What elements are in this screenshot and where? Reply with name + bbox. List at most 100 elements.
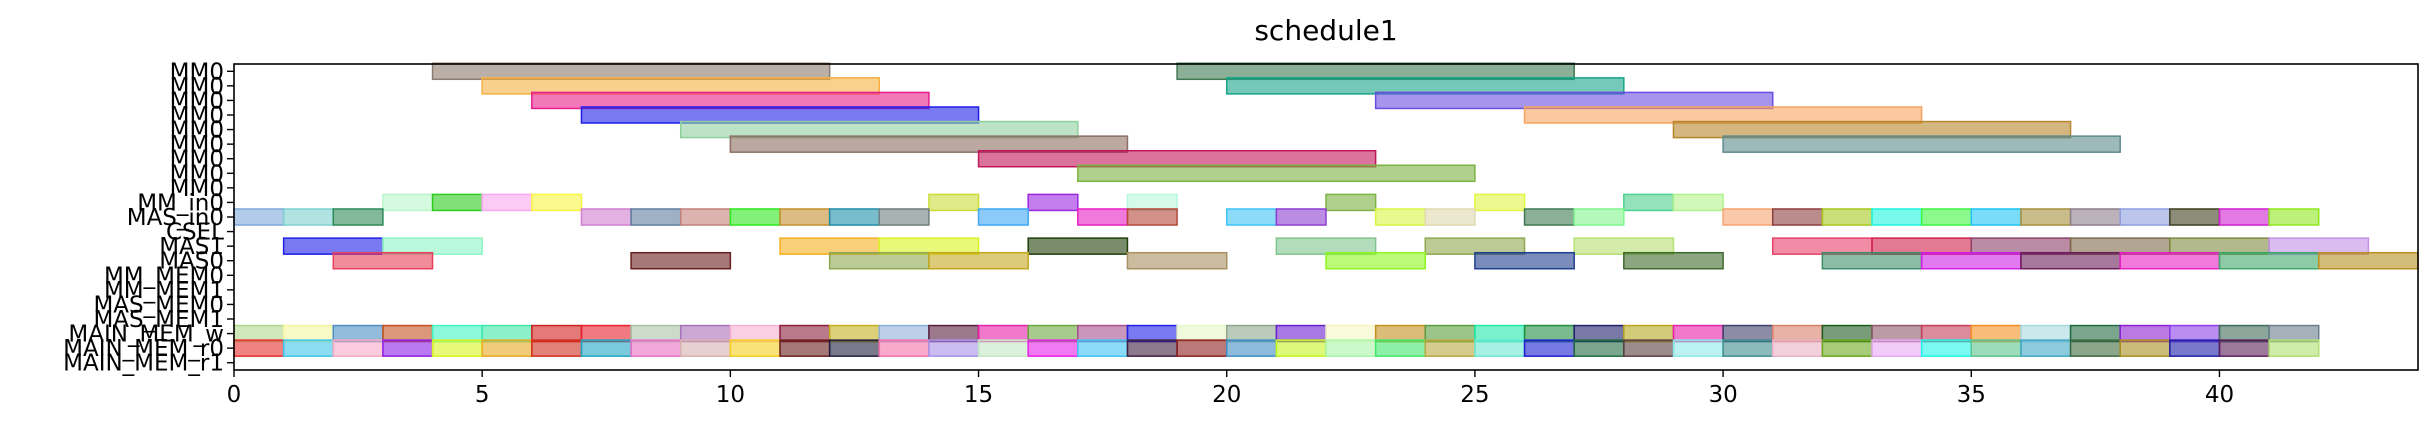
gantt-bar-87: [333, 326, 383, 342]
gantt-bar-109: [1425, 326, 1475, 342]
gantt-bar-3: [482, 78, 879, 94]
gantt-bar-140: [879, 340, 929, 356]
gantt-bar-75: [1127, 253, 1226, 269]
gantt-bar-111: [1525, 326, 1575, 342]
gantt-bar-43: [1525, 209, 1575, 225]
gantt-bar-107: [1326, 326, 1376, 342]
y-tick-label: MAIN_MEM_r1: [63, 351, 224, 377]
gantt-bar-32: [730, 209, 780, 225]
gantt-bar-86: [284, 326, 334, 342]
gantt-bar-30: [631, 209, 681, 225]
gantt-bar-159: [1822, 340, 1872, 356]
gantt-bar-165: [2120, 340, 2170, 356]
gantt-bar-71: [333, 253, 432, 269]
gantt-bar-103: [1127, 326, 1177, 342]
gantt-bar-100: [979, 326, 1029, 342]
gantt-bar-64: [1574, 238, 1673, 254]
gantt-bar-48: [1872, 209, 1922, 225]
gantt-bar-67: [1971, 238, 2070, 254]
gantt-bar-56: [2269, 209, 2319, 225]
gantt-bar-105: [1227, 326, 1277, 342]
x-tick-label: 0: [227, 382, 242, 408]
gantt-bar-148: [1276, 340, 1326, 356]
gantt-bar-146: [1177, 340, 1227, 356]
gantt-bar-112: [1574, 326, 1624, 342]
gantt-bar-69: [2170, 238, 2269, 254]
gantt-bar-68: [2071, 238, 2170, 254]
gantt-bar-143: [1028, 340, 1078, 356]
gantt-bar-83: [2219, 253, 2318, 269]
gantt-bar-18: [532, 194, 582, 210]
gantt-bar-138: [780, 340, 830, 356]
gantt-bar-80: [1922, 253, 2021, 269]
gantt-bar-150: [1376, 340, 1426, 356]
gantt-bar-85: [234, 326, 284, 342]
gantt-bar-13: [979, 151, 1376, 167]
gantt-bar-8: [1525, 107, 1922, 123]
gantt-bar-162: [1971, 340, 2021, 356]
gantt-bar-88: [383, 326, 433, 342]
gantt-bar-93: [631, 326, 681, 342]
gantt-bar-34: [830, 209, 880, 225]
gantt-bar-77: [1475, 253, 1574, 269]
gantt-bar-79: [1822, 253, 1921, 269]
gantt-bar-157: [1723, 340, 1773, 356]
x-axis-ticks: 0 5 10 15 20 25 30 35 40: [227, 370, 2234, 408]
gantt-bar-117: [1822, 326, 1872, 342]
gantt-bar-114: [1673, 326, 1723, 342]
gantt-bar-78: [1624, 253, 1723, 269]
gantt-bar-35: [879, 209, 929, 225]
gantt-bar-131: [433, 340, 483, 356]
gantt-bar-164: [2071, 340, 2121, 356]
gantt-bar-132: [482, 340, 532, 356]
gantt-bar-1: [433, 63, 830, 79]
x-tick-label: 5: [475, 382, 490, 408]
gantt-bar-29: [581, 209, 631, 225]
gantt-bar-11: [730, 136, 1127, 152]
gantt-bar-167: [2219, 340, 2269, 356]
gantt-bar-135: [631, 340, 681, 356]
gantt-bar-115: [1723, 326, 1773, 342]
gantt-bar-36: [979, 209, 1029, 225]
gantt-bar-72: [631, 253, 730, 269]
gantt-bar-108: [1376, 326, 1426, 342]
gantt-bar-7: [581, 107, 978, 123]
gantt-bar-76: [1326, 253, 1425, 269]
gantt-bar-33: [780, 209, 830, 225]
gantt-bar-97: [830, 326, 880, 342]
gantt-bar-2: [1177, 63, 1574, 79]
gantt-bar-84: [2319, 253, 2418, 269]
gantt-bar-39: [1227, 209, 1277, 225]
gantt-bar-14: [1078, 165, 1475, 181]
gantt-bar-66: [1872, 238, 1971, 254]
gantt-bar-17: [482, 194, 532, 210]
gantt-bar-142: [979, 340, 1029, 356]
x-tick-label: 35: [1957, 382, 1986, 408]
gantt-bar-46: [1773, 209, 1823, 225]
gantt-bar-62: [1276, 238, 1375, 254]
gantt-bar-60: [879, 238, 978, 254]
gantt-bar-31: [681, 209, 731, 225]
gantt-bar-133: [532, 340, 582, 356]
gantt-bar-125: [2219, 326, 2269, 342]
gantt-bar-163: [2021, 340, 2071, 356]
gantt-bar-124: [2170, 326, 2220, 342]
gantt-bar-119: [1922, 326, 1972, 342]
gantt-bar-98: [879, 326, 929, 342]
gantt-bar-95: [730, 326, 780, 342]
gantt-bar-90: [482, 326, 532, 342]
x-tick-label: 20: [1212, 382, 1241, 408]
gantt-bar-37: [1078, 209, 1128, 225]
gantt-bar-9: [681, 122, 1078, 138]
gantt-bar-102: [1078, 326, 1128, 342]
gantt-bar-139: [830, 340, 880, 356]
gantt-bar-26: [234, 209, 284, 225]
gantt-bar-82: [2120, 253, 2219, 269]
gantt-bar-58: [383, 238, 482, 254]
gantt-bar-92: [581, 326, 631, 342]
gantt-bar-145: [1127, 340, 1177, 356]
gantt-bar-153: [1525, 340, 1575, 356]
gantt-bar-128: [284, 340, 334, 356]
gantt-bar-50: [1971, 209, 2021, 225]
